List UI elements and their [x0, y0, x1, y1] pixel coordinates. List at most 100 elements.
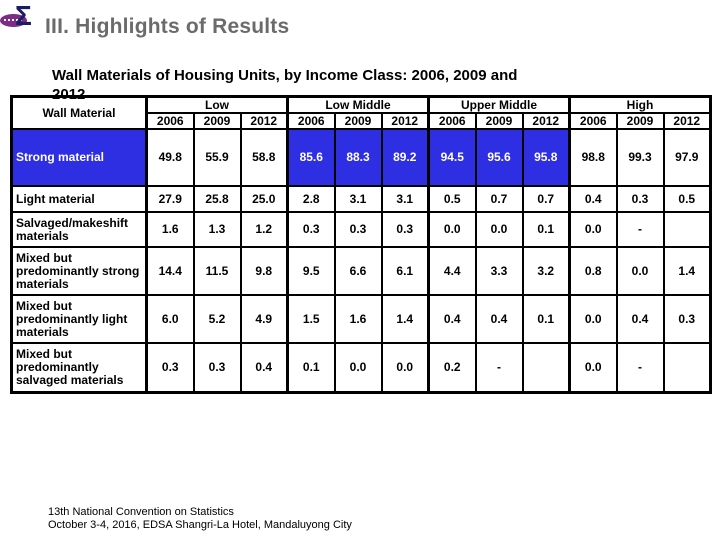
value-cell: 1.2 [239, 211, 289, 248]
logo-disc [0, 14, 27, 27]
value-cell: 6.1 [380, 246, 430, 296]
value-cell: 99.3 [615, 128, 665, 187]
row-label: Salvaged/makeshift materials [10, 211, 148, 248]
value-cell: 14.4 [145, 246, 195, 296]
value-cell: 1.6 [145, 211, 195, 248]
year-header: 2006 [286, 112, 336, 130]
footer-line2: October 3-4, 2016, EDSA Shangri-La Hotel… [48, 519, 352, 531]
value-cell: 0.7 [474, 185, 524, 213]
table-row: Strong material 49.8 55.9 58.8 85.6 88.3 89.2 9… [10, 128, 712, 187]
value-cell: 0.0 [333, 342, 383, 393]
year-header: 2009 [474, 112, 524, 130]
value-cell: 0.0 [380, 342, 430, 393]
value-cell: - [474, 342, 524, 393]
year-header: 2012 [521, 112, 571, 130]
logo-disc-dots [4, 19, 6, 21]
value-cell: 95.8 [521, 128, 571, 187]
value-cell: 0.7 [521, 185, 571, 213]
value-cell: - [615, 342, 665, 393]
year-header: 2006 [427, 112, 477, 130]
value-cell: 0.4 [427, 294, 477, 344]
value-cell: 0.3 [145, 342, 195, 393]
value-cell: 0.5 [427, 185, 477, 213]
value-cell: 3.1 [333, 185, 383, 213]
value-cell: 0.2 [427, 342, 477, 393]
year-header: 2012 [380, 112, 430, 130]
value-cell: 1.6 [333, 294, 383, 344]
value-cell: 9.8 [239, 246, 289, 296]
value-cell: 2.8 [286, 185, 336, 213]
year-header: 2012 [662, 112, 712, 130]
footer-text: 13th National Convention on Statistics O… [48, 506, 352, 532]
value-cell: 55.9 [192, 128, 242, 187]
value-cell: - [615, 211, 665, 248]
value-cell: 89.2 [380, 128, 430, 187]
value-cell: 4.4 [427, 246, 477, 296]
value-cell: 5.2 [192, 294, 242, 344]
year-header: 2006 [568, 112, 618, 130]
year-header: 2012 [239, 112, 289, 130]
value-cell: 4.9 [239, 294, 289, 344]
value-cell: 95.6 [474, 128, 524, 187]
value-cell: 0.3 [662, 294, 712, 344]
value-cell [521, 342, 571, 393]
value-cell: 3.3 [474, 246, 524, 296]
value-cell: 1.3 [192, 211, 242, 248]
value-cell: 0.0 [568, 342, 618, 393]
value-cell: 0.3 [192, 342, 242, 393]
value-cell: 0.0 [568, 294, 618, 344]
value-cell: 25.0 [239, 185, 289, 213]
footer-line1: 13th National Convention on Statistics [48, 506, 234, 518]
table-body: Strong material 49.8 55.9 58.8 85.6 88.3 89.2 9… [10, 128, 712, 393]
value-cell: 3.1 [380, 185, 430, 213]
group-header-low: Low [145, 95, 289, 114]
table-row: Mixed but predominantly strong materials… [10, 246, 712, 296]
table-row: Light material 27.9 25.8 25.0 2.8 3.1 3.1 0.5 0.… [10, 185, 712, 213]
row-label: Mixed but predominantly light materials [10, 294, 148, 344]
value-cell: 49.8 [145, 128, 195, 187]
row-label: Mixed but predominantly strong materials [10, 246, 148, 296]
year-header: 2006 [145, 112, 195, 130]
year-header: 2009 [333, 112, 383, 130]
value-cell: 1.5 [286, 294, 336, 344]
table-row: Mixed but predominantly salvaged materia… [10, 342, 712, 393]
value-cell: 97.9 [662, 128, 712, 187]
header-year-row: 2006 2009 2012 2006 2009 2012 2006 2009 … [12, 112, 712, 130]
value-cell: 94.5 [427, 128, 477, 187]
row-label: Mixed but predominantly salvaged materia… [10, 342, 148, 393]
sigma-icon: Σ [15, 0, 32, 31]
value-cell: 1.4 [380, 294, 430, 344]
year-header: 2009 [192, 112, 242, 130]
year-header: 2009 [615, 112, 665, 130]
value-cell: 0.4 [615, 294, 665, 344]
value-cell: 0.0 [474, 211, 524, 248]
value-cell: 0.5 [662, 185, 712, 213]
group-header-low-middle: Low Middle [286, 95, 430, 114]
value-cell: 0.3 [615, 185, 665, 213]
value-cell: 0.0 [568, 211, 618, 248]
value-cell: 0.3 [333, 211, 383, 248]
convention-logo: Σ [0, 0, 36, 35]
value-cell: 0.4 [474, 294, 524, 344]
value-cell: 6.6 [333, 246, 383, 296]
value-cell: 88.3 [333, 128, 383, 187]
value-cell: 1.4 [662, 246, 712, 296]
table-row: Mixed but predominantly light materials 6… [10, 294, 712, 344]
value-cell: 58.8 [239, 128, 289, 187]
value-cell: 6.0 [145, 294, 195, 344]
value-cell: 3.2 [521, 246, 571, 296]
value-cell: 0.0 [427, 211, 477, 248]
value-cell: 11.5 [192, 246, 242, 296]
value-cell: 0.3 [286, 211, 336, 248]
value-cell: 0.4 [239, 342, 289, 393]
table-title: Wall Materials of Housing Units, by Inco… [52, 66, 692, 104]
table-row: Salvaged/makeshift materials 1.6 1.3 1.2 0.3… [10, 211, 712, 248]
value-cell: 0.4 [568, 185, 618, 213]
table-title-line1: Wall Materials of Housing Units, by Inco… [52, 67, 518, 84]
row-label: Strong material [10, 128, 148, 187]
value-cell: 0.0 [615, 246, 665, 296]
value-cell: 9.5 [286, 246, 336, 296]
value-cell: 98.8 [568, 128, 618, 187]
value-cell: 0.1 [286, 342, 336, 393]
wall-materials-table: Wall Material Low Low Middle Upper Middl… [10, 95, 712, 394]
